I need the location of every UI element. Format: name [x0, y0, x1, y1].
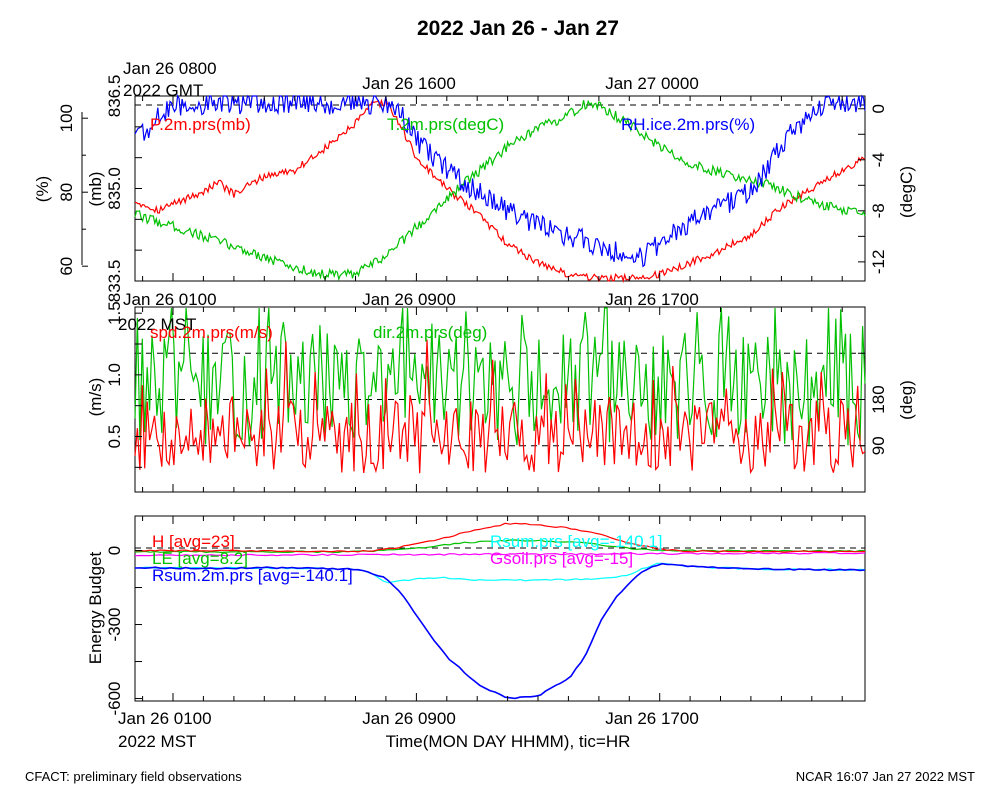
p3-ytick-label: 0: [105, 546, 124, 555]
p2-dir-ytick-label: 180: [869, 385, 888, 413]
p3-legend-le: LE [avg=8.2]: [152, 549, 248, 568]
panel-pressure-temperature-rh: 833.5 835.0 836.5 0 -4 -8 -12 60 80 100 Jan 26 08…: [33, 59, 916, 302]
panel-energy-budget: 0 -300 -600 H [avg=23] LE [avg=8.2] Rsum.2…: [86, 515, 866, 751]
panel2-lines: [134, 307, 866, 475]
p1-t-ytick-label: 0: [869, 104, 888, 113]
p1-legend-t: T.2m.prs(degC): [387, 115, 504, 134]
p1-t-ytick-label: -12: [869, 250, 888, 275]
p2-top-tick-0: Jan 26 0100: [123, 290, 217, 309]
p3-legend-rsum2m: Rsum.2m.prs [avg=-140.1]: [152, 566, 353, 585]
p1-p-ytick-label: 835.0: [105, 167, 124, 210]
p3-legend-rsum: Rsum.prs [avg=-140.1]: [490, 532, 662, 551]
p1-top-zone-left: Jan 26 0800: [123, 59, 217, 78]
p3-bottom-tick-0: Jan 26 0100: [118, 709, 212, 728]
p3-bottom-zone: 2022 MST: [118, 732, 196, 751]
p3-ytick-label: -300: [105, 608, 124, 642]
p1-legend-p: P.2m.prs(mb): [150, 115, 251, 134]
p2-legend-spd: spd.2m.prs(m/s): [150, 323, 273, 342]
p2-top-zone: 2022 MST: [118, 315, 196, 334]
footer-right: NCAR 16:07 Jan 27 2022 MST: [796, 769, 975, 784]
p1-p-ytick-label: 833.5: [105, 260, 124, 303]
panel-wind: 0.5 1.0 1.5 90 180 Jan 26 0100 2022 MST Jan …: [86, 290, 916, 493]
p3-ytick-label: -600: [105, 682, 124, 716]
p2-spd-ytick-label: 1.0: [105, 363, 124, 387]
p2-line-spd: [134, 339, 866, 475]
p1-t-ytick-label: -4: [869, 152, 888, 167]
p3-line-0: [134, 522, 866, 553]
p2-legend-dir: dir.2m.prs(deg): [373, 323, 487, 342]
footer-left: CFACT: preliminary field observations: [25, 769, 242, 784]
p1-top-tick-2: Jan 27 0000: [605, 74, 699, 93]
panel3-frame: [134, 515, 866, 702]
x-axis-label: Time(MON DAY HHMM), tic=HR: [386, 732, 631, 751]
p1-ylabel-rh: (%): [33, 176, 52, 202]
p3-legend-h: H [avg=23]: [152, 532, 235, 551]
p2-ylabel-dir: (deg): [897, 380, 916, 420]
p1-top-zone-left-year: 2022 GMT: [123, 81, 203, 100]
panel2-ticks: 0.5 1.0 1.5 90 180: [105, 301, 888, 492]
p1-rh-ytick-label: 60: [57, 257, 76, 276]
p3-ylabel: Energy Budget: [86, 551, 105, 664]
p1-line-p: [134, 96, 866, 284]
p2-top-tick-1: Jan 26 0900: [362, 290, 456, 309]
p3-line-2: [134, 562, 866, 700]
p1-rh-ytick-label: 80: [57, 183, 76, 202]
p2-spd-ytick-label: 1.5: [105, 301, 124, 325]
p3-line-4: [134, 551, 866, 557]
p1-ylabel-t: (degC): [897, 166, 916, 218]
p2-line-dir: [134, 307, 866, 446]
chart-title: 2022 Jan 26 - Jan 27: [417, 17, 619, 40]
p2-ylabel-spd: (m/s): [86, 378, 105, 417]
p1-ylabel-p: (mb): [86, 172, 105, 207]
p2-top-tick-2: Jan 26 1700: [605, 290, 699, 309]
p1-legend-rh: RH.ice.2m.prs(%): [621, 115, 755, 134]
p3-bottom-tick-1: Jan 26 0900: [362, 709, 456, 728]
panel3-lines: [134, 522, 866, 700]
p2-dir-ytick-label: 90: [869, 436, 888, 455]
panel1-ticks: 833.5 835.0 836.5 0 -4 -8 -12 60 80 100: [57, 75, 888, 303]
p3-legend-gsoil: Gsoil.prs [avg=-15]: [490, 549, 633, 568]
p1-line-rh: [134, 94, 866, 268]
p1-p-ytick-label: 836.5: [105, 75, 124, 118]
panel3-ticks: 0 -300 -600: [105, 516, 843, 716]
p1-t-ytick-label: -8: [869, 203, 888, 218]
p1-rh-ytick-label: 100: [57, 104, 76, 132]
p2-spd-ytick-label: 0.5: [105, 425, 124, 449]
p1-top-tick-1: Jan 26 1600: [362, 74, 456, 93]
panel1-lines: [134, 94, 866, 284]
p1-line-t: [134, 99, 866, 282]
p3-bottom-tick-2: Jan 26 1700: [605, 709, 699, 728]
